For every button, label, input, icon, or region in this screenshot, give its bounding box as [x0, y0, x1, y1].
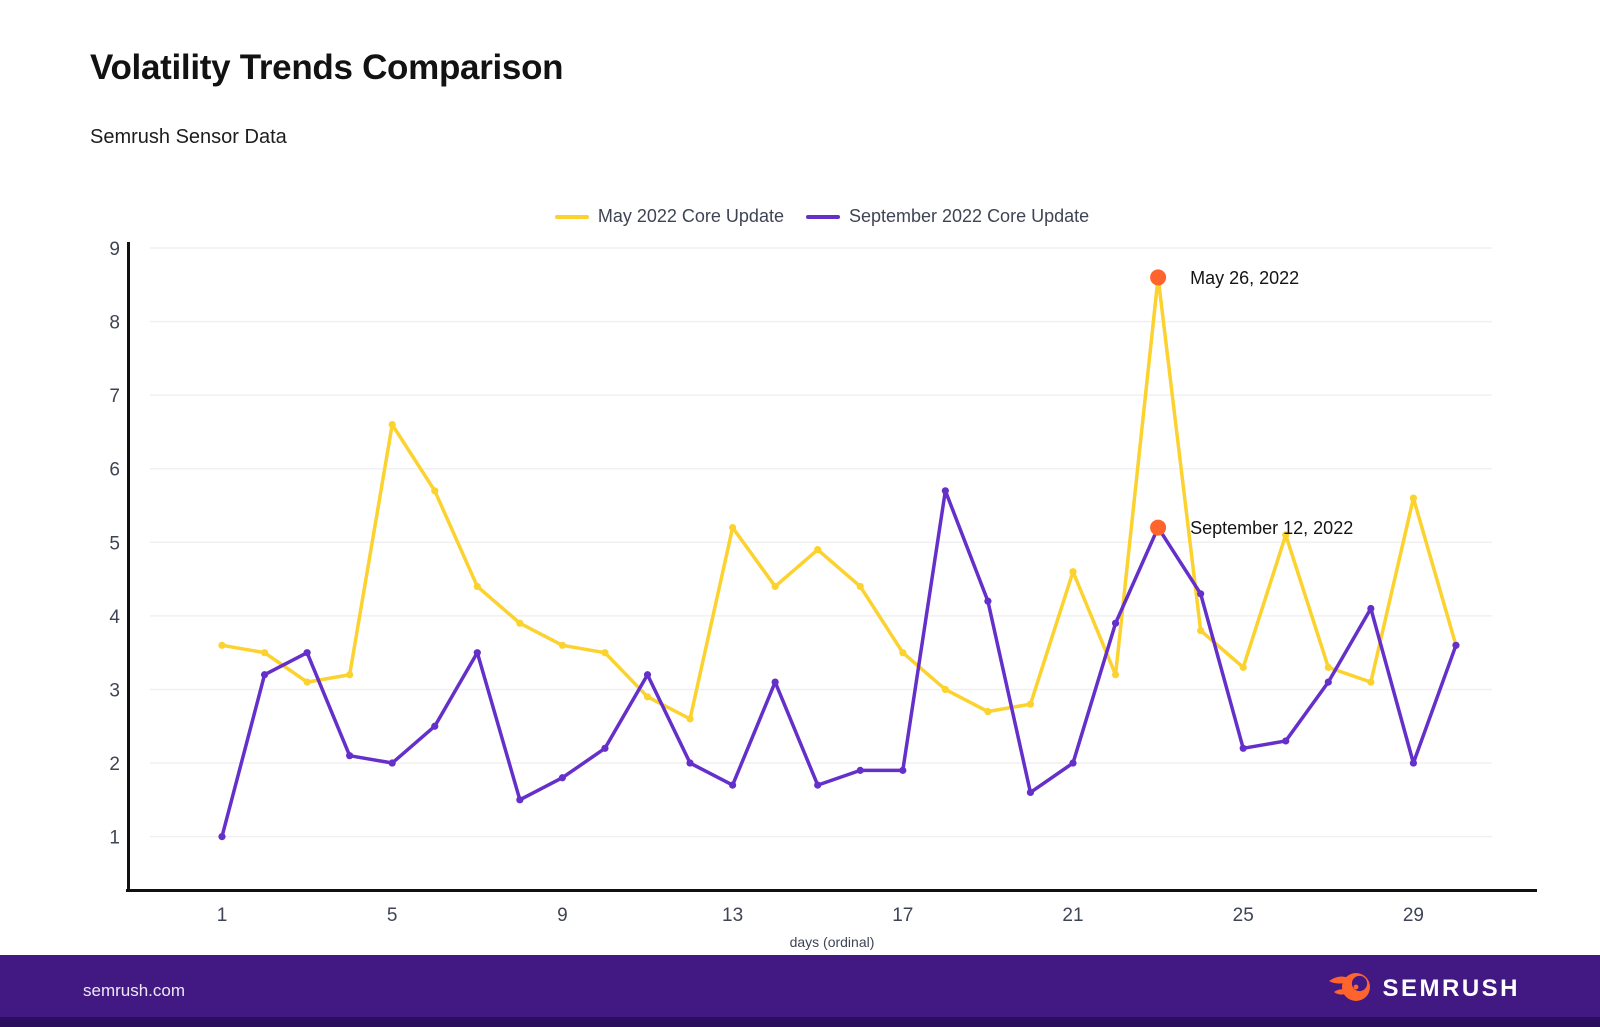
data-point-s1-d19	[984, 597, 992, 605]
legend-swatch-september	[805, 214, 840, 219]
y-axis-label-8: 8	[109, 313, 120, 334]
data-point-s1-d16	[856, 766, 864, 774]
data-point-s0-d18	[941, 685, 949, 694]
data-point-s1-d17	[899, 766, 907, 774]
data-point-s0-d10	[601, 649, 609, 657]
data-point-s0-d6	[431, 487, 439, 495]
annotation-marker-0	[1150, 269, 1167, 286]
data-point-s0-d12	[686, 715, 694, 723]
annotation-label-1: September 12, 2022	[1190, 518, 1353, 538]
data-point-s0-d27	[1324, 663, 1332, 671]
data-point-s1-d7	[473, 649, 481, 657]
volatility-line-chart: 1 2 3 4 5 6 7 8 9 1 5 9 13 17 21 25 29 May 26, 2022 Septem…	[109, 239, 1537, 926]
data-point-s0-d26	[1282, 531, 1290, 539]
data-point-s1-d4	[346, 752, 354, 760]
data-point-s1-d29	[1409, 759, 1417, 767]
data-point-s1-d30	[1452, 641, 1460, 649]
series-line-0	[220, 275, 1458, 721]
legend-label-september: September 2022 Core Update	[848, 206, 1090, 226]
x-axis-label-25: 25	[1233, 905, 1254, 926]
page-title: Volatility Trends Comparison	[90, 48, 564, 87]
data-point-s1-d12	[686, 759, 694, 767]
data-point-s1-d28	[1367, 604, 1375, 613]
data-point-s0-d14	[771, 582, 779, 591]
data-point-s1-d22	[1111, 619, 1120, 627]
data-point-s0-d25	[1239, 663, 1247, 671]
data-point-s1-d15	[814, 781, 822, 789]
data-point-s0-d7	[473, 582, 481, 591]
footer-bar: semrush.com SEMRUSH	[0, 955, 1600, 1027]
x-axis-label-17: 17	[892, 905, 913, 926]
data-point-s0-d2	[260, 649, 269, 657]
footer-bottom-strip	[0, 1017, 1600, 1027]
data-point-s1-d13	[729, 781, 737, 789]
x-axis-label-13: 13	[722, 905, 743, 926]
data-point-s0-d5	[388, 420, 396, 429]
data-point-s0-d8	[516, 619, 524, 627]
y-axis-label-2: 2	[109, 754, 120, 775]
data-point-s0-d11	[643, 693, 652, 701]
data-point-s0-d20	[1026, 700, 1035, 708]
data-point-s1-d8	[516, 796, 524, 804]
data-point-s1-d9	[558, 774, 567, 782]
x-axis-title: days (ordinal)	[789, 934, 875, 950]
legend-swatch-may	[554, 214, 589, 219]
data-point-s1-d11	[643, 671, 652, 679]
data-point-s0-d3	[303, 678, 311, 686]
legend-item-may[interactable]: May 2022 Core Update	[554, 206, 784, 227]
data-point-s0-d17	[899, 649, 907, 657]
legend-label-may: May 2022 Core Update	[597, 206, 784, 226]
data-point-s0-d28	[1367, 678, 1375, 686]
data-point-s1-d26	[1282, 737, 1290, 745]
semrush-flame-icon	[1329, 973, 1371, 1001]
y-axis-label-3: 3	[109, 680, 120, 701]
x-axis-label-9: 9	[557, 905, 568, 926]
data-point-s0-d19	[984, 707, 992, 716]
chart-legend: May 2022 Core Update September 2022 Core…	[22, 206, 1600, 227]
x-axis-label-1: 1	[217, 905, 228, 926]
data-point-s1-d27	[1324, 678, 1332, 686]
y-axis-label-9: 9	[109, 239, 120, 260]
data-point-s0-d1	[218, 641, 226, 649]
data-point-s1-d6	[431, 722, 439, 730]
data-point-s0-d24	[1197, 626, 1205, 635]
y-axis-label-1: 1	[109, 828, 120, 849]
data-point-s1-d1	[218, 833, 226, 841]
x-axis-label-29: 29	[1403, 905, 1424, 926]
data-point-s0-d15	[814, 546, 822, 554]
legend-item-september[interactable]: September 2022 Core Update	[805, 206, 1090, 227]
series-line-1	[220, 489, 1458, 839]
footer-brand-text: SEMRUSH	[1382, 975, 1520, 1002]
y-axis-label-5: 5	[109, 533, 120, 554]
page-subtitle: Semrush Sensor Data	[90, 126, 287, 148]
x-axis-label-21: 21	[1062, 905, 1083, 926]
data-point-s1-d24	[1197, 590, 1205, 598]
semrush-logo: SEMRUSH	[1328, 971, 1520, 1007]
data-point-s1-d3	[303, 649, 311, 657]
data-point-s0-d16	[856, 582, 864, 591]
x-axis-label-5: 5	[387, 905, 398, 926]
data-point-s0-d9	[558, 641, 567, 649]
data-point-s1-d5	[388, 759, 396, 767]
data-point-s0-d29	[1409, 494, 1417, 502]
footer-site-url: semrush.com	[83, 981, 186, 1000]
y-axis-label-7: 7	[109, 386, 120, 407]
data-point-s1-d25	[1239, 744, 1247, 752]
annotation-marker-1	[1150, 519, 1167, 536]
data-point-s1-d2	[260, 671, 269, 679]
data-point-s0-d22	[1111, 671, 1120, 679]
annotation-label-0: May 26, 2022	[1190, 268, 1299, 288]
y-axis-label-6: 6	[109, 460, 120, 481]
data-point-s1-d18	[941, 487, 949, 495]
data-point-s0-d13	[729, 523, 737, 532]
data-point-s0-d4	[346, 671, 354, 679]
data-point-s1-d14	[771, 678, 779, 686]
data-point-s1-d10	[601, 744, 609, 752]
data-point-s1-d21	[1069, 759, 1077, 767]
data-point-s1-d20	[1026, 788, 1035, 797]
data-point-s0-d21	[1069, 568, 1077, 576]
y-axis-label-4: 4	[109, 607, 120, 628]
